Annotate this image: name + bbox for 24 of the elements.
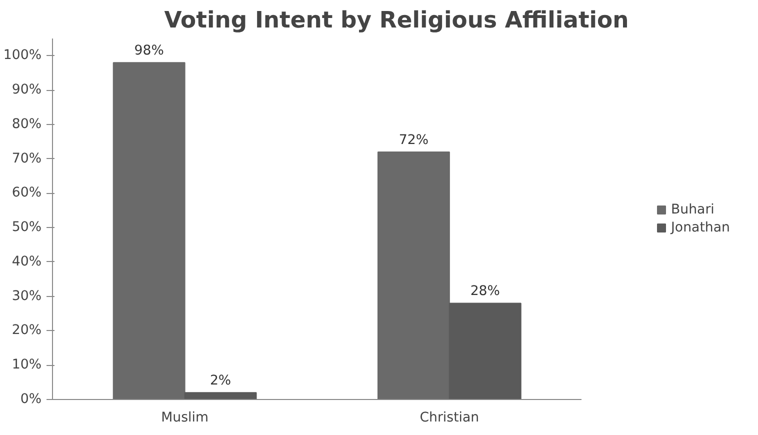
y-tick-label: 30%: [12, 288, 42, 304]
bar: [112, 62, 186, 400]
legend-label: Buhari: [671, 202, 714, 217]
y-tick-label: 10%: [12, 358, 42, 373]
data-label: 72%: [398, 132, 429, 148]
bar: [184, 392, 257, 400]
data-label: 28%: [470, 284, 500, 300]
y-tick-label: 70%: [12, 151, 42, 166]
y-tick-label: 0%: [20, 392, 42, 407]
y-tick-label: 50%: [12, 220, 42, 236]
y-tick-label: 20%: [12, 323, 42, 338]
legend-label: Jonathan: [671, 220, 730, 235]
bar: [377, 151, 450, 400]
x-tick-label: Muslim: [161, 410, 208, 426]
bar: [448, 302, 522, 400]
y-tick-label: 100%: [3, 48, 42, 64]
y-tick-label: 60%: [12, 186, 42, 201]
data-label: 98%: [134, 44, 164, 59]
chart-title: Voting Intent by Religious Affiliation: [164, 8, 629, 34]
y-tick-label: 90%: [12, 82, 42, 98]
x-tick-label: Christian: [420, 410, 480, 426]
y-tick-label: 40%: [12, 254, 42, 270]
y-tick-label: 80%: [12, 116, 42, 132]
data-label: 2%: [210, 374, 232, 389]
